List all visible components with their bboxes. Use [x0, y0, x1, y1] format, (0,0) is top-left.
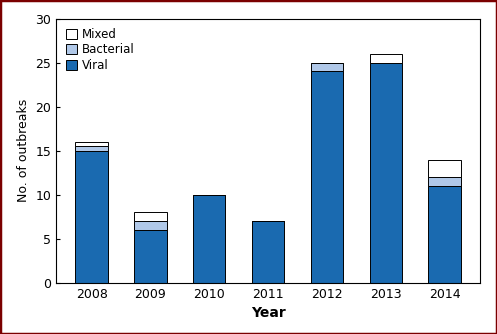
- Bar: [76, 142, 108, 146]
- Bar: [370, 54, 402, 63]
- Bar: [428, 177, 461, 186]
- Bar: [134, 212, 166, 221]
- Bar: [311, 63, 343, 71]
- Bar: [311, 71, 343, 283]
- X-axis label: Year: Year: [251, 306, 285, 320]
- Legend: Mixed, Bacterial, Viral: Mixed, Bacterial, Viral: [62, 24, 139, 75]
- Bar: [370, 63, 402, 283]
- Bar: [193, 195, 226, 283]
- Bar: [76, 146, 108, 151]
- Y-axis label: No. of outbreaks: No. of outbreaks: [17, 99, 30, 202]
- Bar: [134, 230, 166, 283]
- Bar: [76, 151, 108, 283]
- Bar: [134, 221, 166, 230]
- Bar: [428, 186, 461, 283]
- Bar: [252, 221, 284, 283]
- Bar: [428, 160, 461, 177]
